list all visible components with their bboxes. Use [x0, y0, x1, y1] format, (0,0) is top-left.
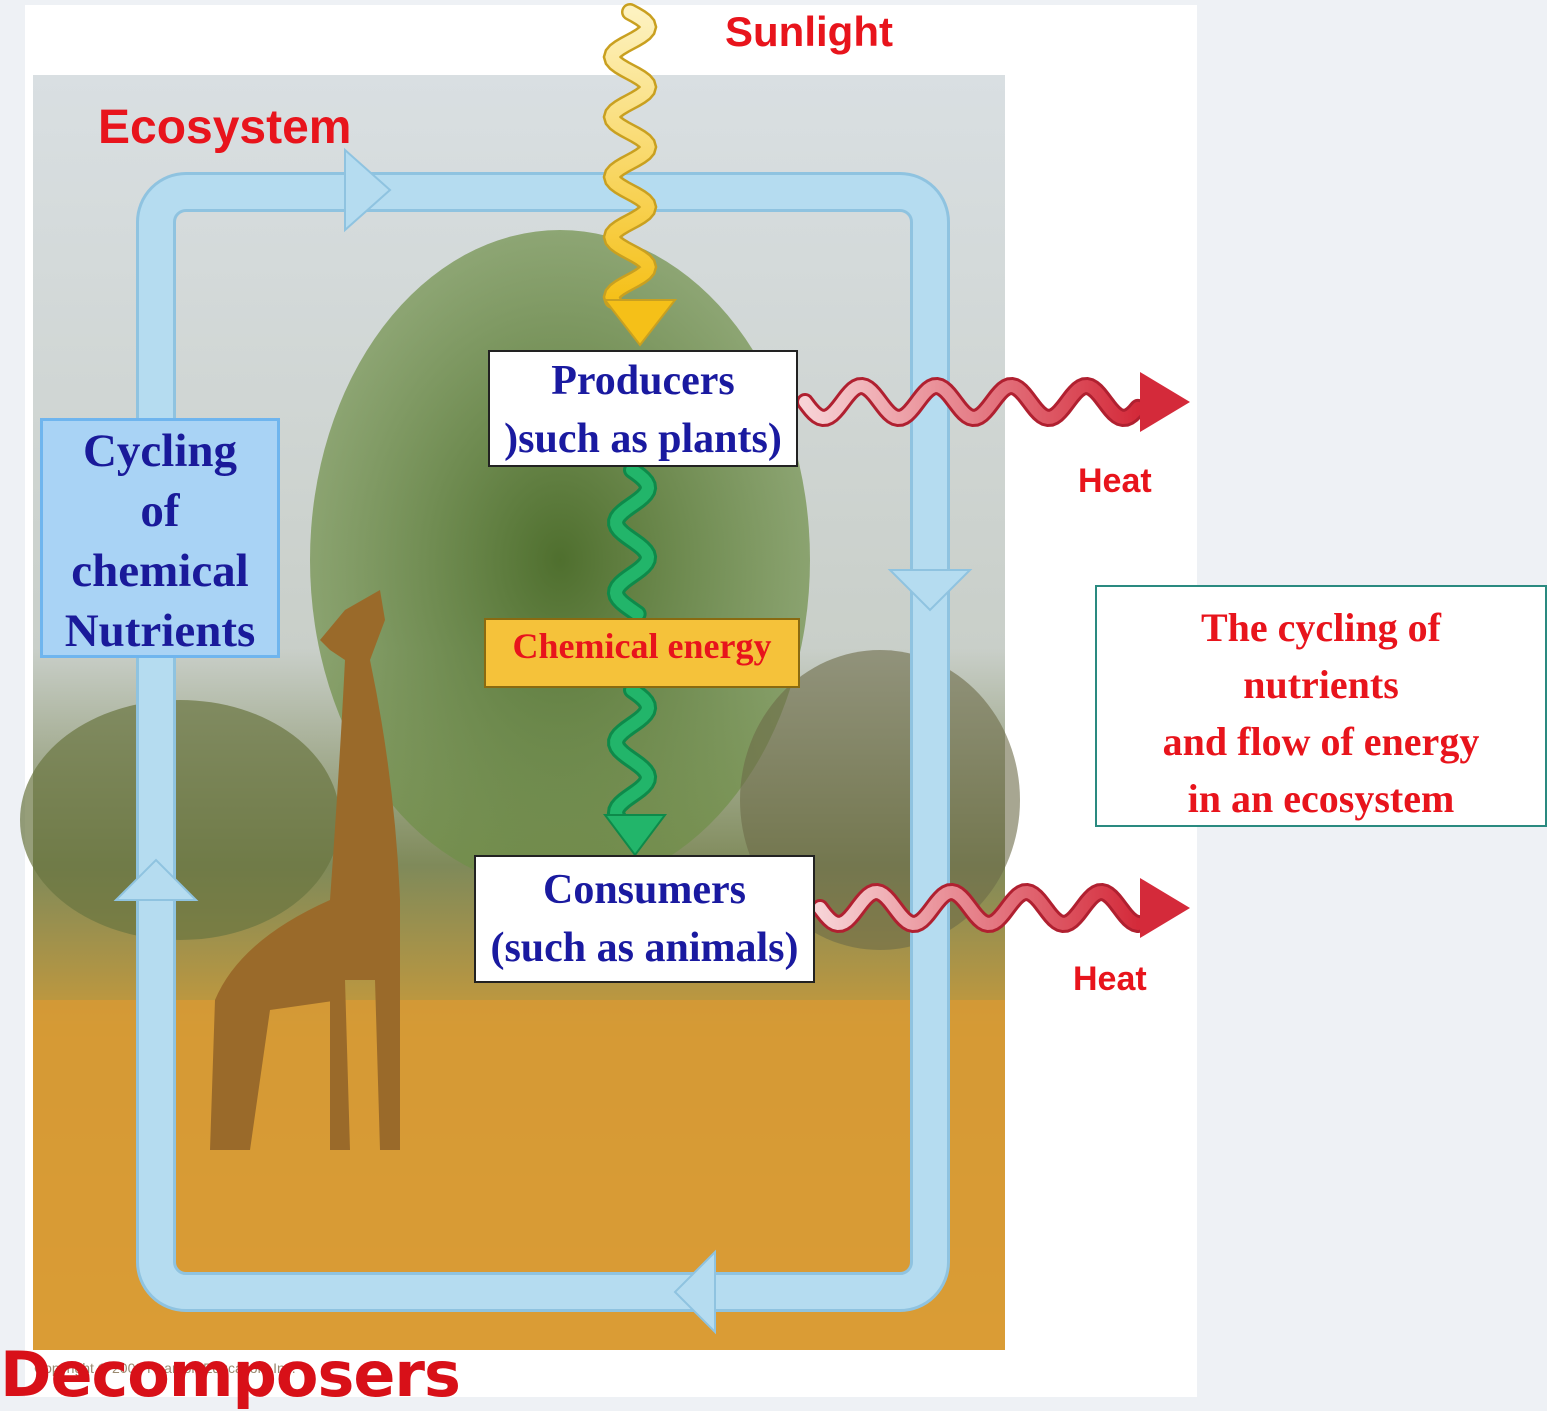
cycling-line: of	[43, 481, 277, 541]
consumers-title: Consumers	[476, 861, 813, 919]
heat-label: Heat	[1078, 462, 1152, 501]
caption-box: The cycling of nutrients and flow of ene…	[1095, 585, 1547, 827]
producers-title: Producers	[490, 352, 796, 410]
cycling-box: Cycling of chemical Nutrients	[40, 418, 280, 658]
cycling-line: Nutrients	[43, 601, 277, 661]
chemical-energy-box: Chemical energy	[484, 618, 800, 688]
caption-line: in an ecosystem	[1097, 770, 1545, 827]
energy-arrow	[1140, 878, 1190, 938]
cycling-line: Cycling	[43, 421, 277, 481]
energy-arrow	[1140, 372, 1190, 432]
consumers-example: (such as animals)	[476, 919, 813, 977]
heat-label: Heat	[1073, 960, 1147, 999]
producers-box: Producers )such as plants)	[488, 350, 798, 467]
ecosystem-label: Ecosystem	[98, 100, 351, 155]
caption-line: and flow of energy	[1097, 713, 1545, 770]
caption-line: nutrients	[1097, 656, 1545, 713]
page: {"sunlight": "Sunlight", "ecosystem": "E…	[0, 0, 1547, 1406]
caption-line: The cycling of	[1097, 599, 1545, 656]
cycling-line: chemical	[43, 541, 277, 601]
consumers-box: Consumers (such as animals)	[474, 855, 815, 983]
decomposers-label: Decomposers	[0, 1338, 460, 1411]
sunlight-label: Sunlight	[725, 8, 893, 56]
producers-example: )such as plants)	[490, 410, 796, 468]
